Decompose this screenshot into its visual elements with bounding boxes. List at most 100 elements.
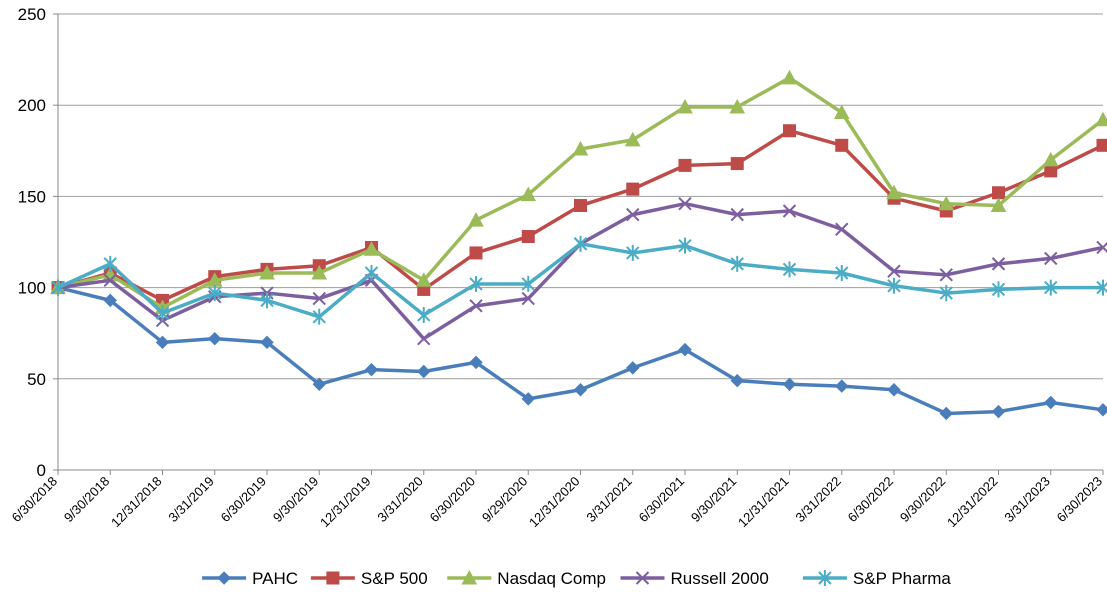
data-point-pahc xyxy=(835,379,849,393)
data-point-nasdaq-comp xyxy=(729,98,746,114)
data-point-nasdaq-comp xyxy=(520,186,537,202)
data-point-nasdaq-comp xyxy=(415,272,432,287)
data-point-nasdaq-comp xyxy=(833,104,850,119)
data-point-sandp-pharma xyxy=(364,265,379,282)
legend-item-pahc: PAHC xyxy=(202,569,298,588)
data-point-russell-2000 xyxy=(678,196,692,211)
x-tick-label: 6/30/2018 xyxy=(9,474,61,526)
grid-lines xyxy=(58,13,1103,380)
data-point-nasdaq-comp xyxy=(1095,111,1107,127)
data-point-sandp-pharma xyxy=(312,308,326,325)
data-point-sandp-pharma xyxy=(939,285,953,302)
axes xyxy=(53,13,1104,475)
x-tick-label: 9/30/2019 xyxy=(270,474,322,526)
data-point-sandp-pharma xyxy=(155,305,170,322)
data-point-pahc xyxy=(991,404,1006,419)
y-tick-label: 150 xyxy=(18,187,46,206)
y-tick-label: 200 xyxy=(18,96,46,115)
series-sandp-500 xyxy=(51,124,1107,307)
data-point-pahc xyxy=(730,373,744,388)
legend-item-nasdaq-comp: Nasdaq Comp xyxy=(447,569,606,588)
data-point-russell-2000 xyxy=(417,331,431,346)
data-point-sandp-pharma xyxy=(626,244,640,261)
data-point-nasdaq-comp xyxy=(1042,151,1059,167)
data-point-russell-2000 xyxy=(103,273,117,288)
data-point-sandp-pharma xyxy=(103,255,117,272)
legend-label: Russell 2000 xyxy=(671,569,769,588)
data-point-sandp-pharma xyxy=(678,237,692,254)
data-point-russell-2000 xyxy=(939,268,953,282)
data-point-nasdaq-comp xyxy=(677,98,693,114)
data-point-sandp-pharma xyxy=(208,285,222,302)
data-point-sandp-pharma xyxy=(573,235,588,252)
x-tick-label: 9/30/2022 xyxy=(897,474,949,526)
data-point-russell-2000 xyxy=(835,222,849,236)
y-tick-label: 50 xyxy=(27,370,46,389)
data-point-pahc xyxy=(782,377,797,391)
series-nasdaq-comp xyxy=(50,69,1107,315)
data-point-pahc xyxy=(208,331,222,346)
x-tick-label: 6/30/2019 xyxy=(218,474,270,526)
legend-marker xyxy=(217,571,231,585)
data-point-pahc xyxy=(155,335,170,350)
data-point-nasdaq-comp xyxy=(363,241,380,256)
data-point-sandp-500 xyxy=(835,138,849,152)
data-point-sandp-pharma xyxy=(417,306,431,323)
data-point-russell-2000 xyxy=(730,207,744,222)
data-point-sandp-pharma xyxy=(51,279,65,296)
data-point-nasdaq-comp xyxy=(938,195,955,211)
data-point-pahc xyxy=(312,377,326,391)
legend-item-sandp-500: S&P 500 xyxy=(310,569,428,588)
data-point-nasdaq-comp xyxy=(259,264,275,280)
data-point-russell-2000 xyxy=(626,207,640,222)
x-tick-label: 3/31/2021 xyxy=(583,474,635,526)
legend-marker xyxy=(818,570,832,586)
data-point-nasdaq-comp xyxy=(886,184,902,200)
data-point-pahc xyxy=(417,364,431,379)
legend-label: S&P 500 xyxy=(361,569,428,588)
series-sandp-pharma xyxy=(51,235,1107,325)
data-point-russell-2000 xyxy=(1044,251,1058,266)
data-point-russell-2000 xyxy=(887,264,901,278)
data-point-pahc xyxy=(1096,403,1107,417)
data-point-sandp-pharma xyxy=(260,292,274,309)
data-point-russell-2000 xyxy=(782,204,797,218)
data-point-sandp-500 xyxy=(992,186,1005,200)
data-point-nasdaq-comp xyxy=(990,197,1007,213)
data-point-sandp-pharma xyxy=(1044,279,1058,296)
data-point-sandp-pharma xyxy=(887,277,901,294)
data-point-pahc xyxy=(521,392,535,406)
y-tick-label: 250 xyxy=(18,5,46,24)
data-point-sandp-500 xyxy=(521,230,535,244)
data-point-nasdaq-comp xyxy=(572,140,589,156)
x-tick-label: 12/31/2020 xyxy=(526,474,583,531)
legend-marker xyxy=(635,571,650,585)
data-point-sandp-500 xyxy=(1096,138,1107,152)
data-point-pahc xyxy=(260,335,274,350)
data-point-russell-2000 xyxy=(312,291,326,306)
legend-label: S&P Pharma xyxy=(853,569,952,588)
data-point-pahc xyxy=(103,293,117,308)
x-tick-label: 12/31/2019 xyxy=(317,474,374,531)
data-point-nasdaq-comp xyxy=(781,69,798,85)
data-point-sandp-500 xyxy=(469,246,483,260)
data-point-sandp-500 xyxy=(574,199,587,213)
data-point-sandp-pharma xyxy=(835,265,849,282)
data-point-russell-2000 xyxy=(469,299,483,313)
x-tick-label: 6/30/2021 xyxy=(636,474,688,526)
x-tick-label: 6/30/2023 xyxy=(1054,474,1106,526)
data-point-sandp-500 xyxy=(730,157,744,171)
series-lines xyxy=(50,69,1107,421)
legend-label: Nasdaq Comp xyxy=(497,569,606,588)
series-pahc xyxy=(51,280,1107,421)
data-point-pahc xyxy=(887,383,901,397)
data-point-pahc xyxy=(678,342,692,357)
x-tick-label: 3/31/2019 xyxy=(165,474,217,526)
y-tick-label: 0 xyxy=(37,461,46,480)
x-tick-label: 9/29/2020 xyxy=(479,474,531,526)
data-point-sandp-500 xyxy=(783,124,796,138)
legend-marker xyxy=(461,569,478,585)
